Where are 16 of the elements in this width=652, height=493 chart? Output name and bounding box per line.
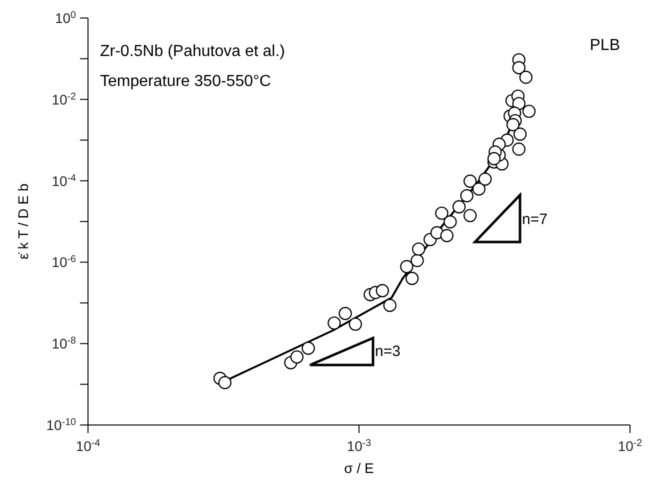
y-tick-label: 10$^{-10}$	[46, 416, 77, 433]
annotation: n=7	[522, 211, 548, 228]
y-tick-label: 10$^{-6}$	[52, 254, 77, 270]
y-tick-label: 10$^{0}$	[54, 10, 77, 26]
annotation: n=3	[375, 343, 400, 360]
x-tick-label: 10$^{-2}$	[618, 438, 642, 454]
annotation: Zr-0.5Nb (Pahutova et al.)	[100, 43, 285, 60]
x-axis-title: σ / E	[344, 460, 374, 476]
y-tick-label: 10$^{-4}$	[52, 172, 77, 189]
x-tick-label: 10$^{-4}$	[76, 438, 101, 454]
y-tick-label: 10$^{-8}$	[52, 335, 77, 352]
annotation: Temperature 350-550°C	[100, 73, 271, 90]
y-tick-label: 10$^{-2}$	[52, 90, 76, 108]
x-tick-label: 10$^{-3}$	[346, 438, 372, 454]
y-axis-title: ε̇ k T / D E b	[15, 183, 31, 260]
annotation: PLB	[590, 37, 620, 54]
